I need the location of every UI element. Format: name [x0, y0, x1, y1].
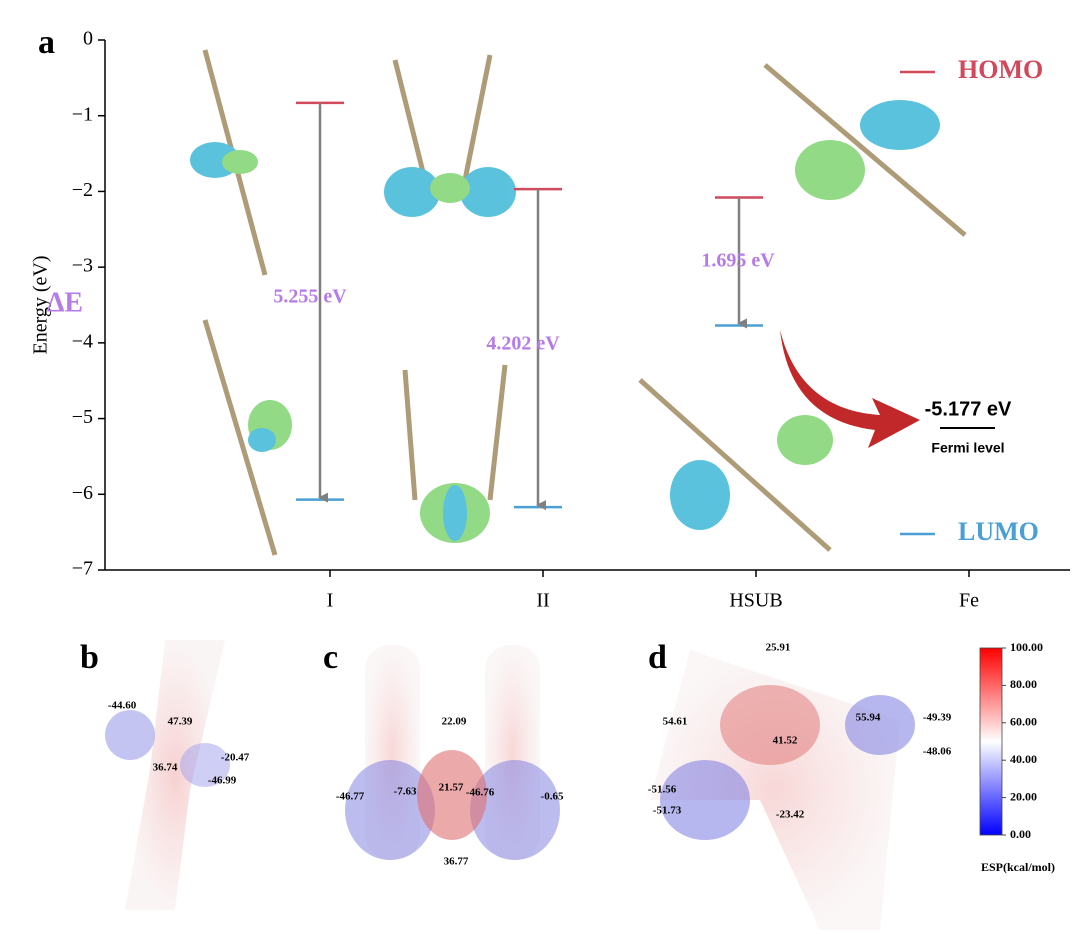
colorbar-label: 100.00 [1010, 640, 1043, 654]
x-tick-label: Fe [959, 590, 979, 612]
y-tick-label: −4 [72, 330, 93, 352]
y-tick-label: −6 [72, 482, 93, 504]
fermi-label: Fermi level [931, 440, 1004, 456]
esp-value: -0.65 [541, 791, 564, 803]
y-tick-label: −2 [72, 179, 93, 201]
panel-label: a [38, 24, 55, 61]
y-tick-label: −7 [72, 558, 93, 580]
esp-value: -7.63 [394, 786, 417, 798]
esp-value: -49.39 [923, 712, 952, 724]
fermi-arrow [780, 330, 920, 448]
colorbar-label: 60.00 [1010, 715, 1037, 729]
esp-value: -51.56 [648, 784, 677, 796]
panel-label: c [323, 639, 338, 676]
colorbar-label: 0.00 [1010, 827, 1031, 841]
esp-value: 22.09 [442, 716, 467, 728]
esp-value: 21.57 [439, 782, 464, 794]
panel-label: d [648, 639, 667, 676]
esp-sketches [105, 640, 915, 930]
esp-value: 36.74 [153, 762, 178, 774]
esp-value: -48.06 [923, 746, 952, 758]
orbital-sketches [190, 49, 967, 556]
esp-value: 41.52 [773, 735, 798, 747]
x-tick-label: HSUB [729, 590, 782, 612]
esp-value: 36.77 [444, 856, 469, 868]
colorbar [979, 647, 1003, 836]
y-tick-label: −5 [72, 406, 93, 428]
gap-label: 1.695 eV [701, 250, 775, 272]
x-tick-label: I [327, 590, 334, 612]
fermi-value: -5.177 eV [925, 398, 1012, 420]
panel-label: b [80, 639, 99, 676]
gap-label: 4.202 eV [486, 333, 560, 355]
delta-e-label: ΔE [47, 287, 83, 318]
colorbar-label: 40.00 [1010, 752, 1037, 766]
esp-value: 55.94 [856, 712, 881, 724]
esp-value: -46.77 [336, 791, 365, 803]
legend-label: HOMO [958, 55, 1043, 84]
y-tick-label: −3 [72, 255, 93, 277]
esp-value: -46.99 [208, 775, 237, 787]
esp-value: -23.42 [776, 809, 805, 821]
esp-value: 54.61 [663, 716, 688, 728]
esp-value: -46.76 [466, 787, 495, 799]
x-tick-label: II [536, 590, 549, 612]
legend-label: LUMO [958, 517, 1039, 546]
gap-label: 5.255 eV [273, 286, 347, 308]
esp-value: -51.73 [653, 805, 682, 817]
colorbar-label: 80.00 [1010, 677, 1037, 691]
y-tick-label: 0 [83, 28, 93, 50]
esp-value: -44.60 [108, 700, 137, 712]
colorbar-label: 20.00 [1010, 789, 1037, 803]
y-tick-label: −1 [72, 103, 93, 125]
esp-value: 47.39 [168, 716, 193, 728]
esp-value: -20.47 [221, 752, 250, 764]
colorbar-title: ESP(kcal/mol) [981, 860, 1055, 874]
y-axis-label: Energy (eV) [30, 255, 52, 354]
esp-value: 25.91 [766, 642, 791, 654]
